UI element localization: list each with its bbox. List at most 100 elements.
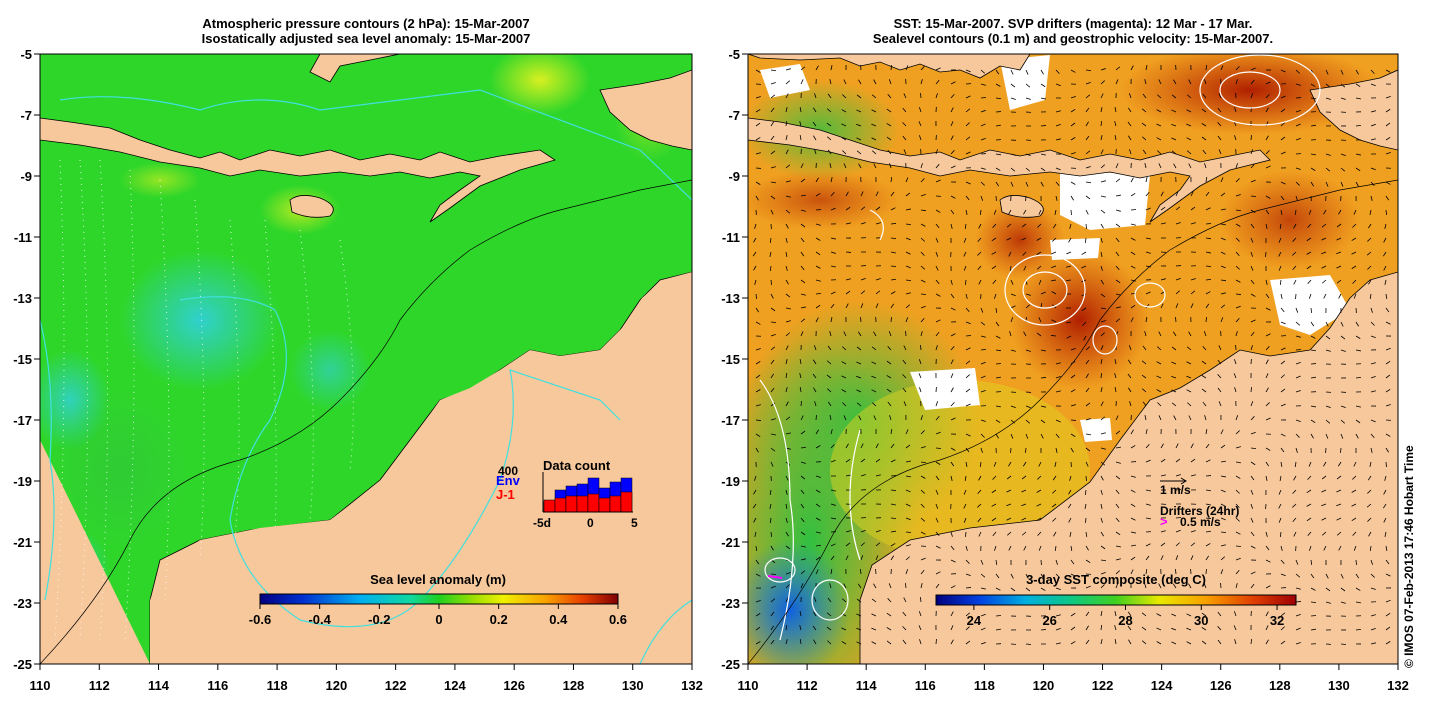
velocity-vector: [1205, 443, 1210, 449]
velocity-vector: [1250, 345, 1253, 351]
velocity-vector: [1370, 390, 1376, 393]
velocity-vector: [1205, 459, 1211, 463]
velocity-vector: [935, 251, 939, 257]
velocity-vector: [1115, 306, 1121, 309]
velocity-vector: [965, 321, 971, 325]
velocity-vector: [1293, 531, 1297, 537]
velocity-vector: [1235, 79, 1238, 85]
velocity-vector: [1173, 163, 1177, 169]
velocity-vector: [1085, 447, 1091, 452]
velocity-vector: [827, 640, 832, 645]
velocity-vector: [843, 163, 847, 169]
velocity-vector: [920, 596, 922, 603]
velocity-vector: [1205, 291, 1211, 295]
velocity-vector: [1085, 121, 1089, 127]
velocity-vector: [1100, 209, 1106, 214]
velocity-vector: [1157, 346, 1162, 351]
velocity-vector: [1307, 531, 1312, 537]
velocity-vector: [965, 151, 971, 155]
velocity-vector: [905, 569, 909, 575]
velocity-vector: [875, 222, 881, 225]
velocity-vector: [1157, 402, 1162, 407]
velocity-vector: [1055, 83, 1061, 87]
velocity-vector: [1295, 573, 1301, 578]
velocity-vector: [770, 209, 774, 215]
velocity-vector: [965, 347, 971, 351]
velocity-vector: [1055, 559, 1058, 565]
velocity-vector: [886, 627, 892, 631]
velocity-vector: [1218, 149, 1222, 155]
velocity-vector: [1355, 419, 1361, 424]
velocity-vector: [1370, 587, 1376, 590]
velocity-vector: [1307, 279, 1312, 285]
velocity-vector: [980, 642, 986, 645]
velocity-vector: [1385, 293, 1388, 300]
velocity-vector: [1310, 321, 1315, 327]
velocity-vector: [1355, 69, 1359, 75]
velocity-vector: [1352, 279, 1357, 284]
velocity-vector: [860, 443, 864, 449]
velocity-vector: [1201, 640, 1207, 645]
velocity-vector: [1250, 571, 1256, 575]
velocity-vector: [800, 446, 807, 449]
velocity-vector: [1235, 223, 1241, 227]
velocity-vector: [1325, 419, 1331, 424]
velocity-vector: [1295, 587, 1301, 590]
velocity-vector: [1202, 149, 1207, 155]
velocity-vector: [860, 542, 865, 547]
velocity-vector: [785, 251, 788, 257]
velocity-vector: [1325, 321, 1329, 327]
bathymetry-contour: [748, 179, 1398, 664]
velocity-vector: [1292, 517, 1297, 523]
velocity-vector: [1186, 94, 1192, 99]
colorbar-tick-label: 0.4: [549, 612, 568, 627]
velocity-vector: [843, 583, 847, 589]
velocity-vector: [1385, 573, 1391, 577]
velocity-vector: [1145, 251, 1151, 254]
velocity-vector: [1025, 304, 1031, 309]
velocity-vector: [1265, 333, 1271, 337]
lat-tick-label: -21: [721, 535, 740, 550]
velocity-vector: [800, 178, 806, 183]
velocity-vector: [918, 107, 922, 113]
velocity-vector: [920, 209, 927, 212]
velocity-vector: [875, 458, 881, 463]
colorbar-tick-label: -0.4: [308, 612, 331, 627]
velocity-vector: [1220, 503, 1226, 507]
velocity-vector: [1054, 461, 1057, 467]
velocity-vector: [1127, 359, 1132, 365]
velocity-vector: [1052, 223, 1057, 229]
env-legend-label: Env: [496, 473, 521, 488]
velocity-vector: [1295, 375, 1301, 379]
velocity-vector: [965, 640, 971, 645]
velocity-vector: [1114, 387, 1117, 393]
velocity-vector: [980, 375, 986, 379]
velocity-vector: [1201, 627, 1207, 631]
velocity-vector: [754, 223, 757, 229]
velocity-vector: [753, 237, 757, 243]
velocity-vector: [841, 389, 847, 393]
velocity-vector: [770, 359, 775, 365]
velocity-vector: [1370, 195, 1373, 201]
velocity-vector: [1009, 265, 1012, 272]
velocity-vector: [770, 195, 776, 200]
velocity-vector: [1250, 237, 1254, 243]
velocity-vector: [755, 613, 761, 617]
sla-low-anomaly: [120, 250, 280, 390]
colorbar-tick-label: 28: [1118, 613, 1132, 628]
velocity-vector: [1055, 138, 1061, 141]
velocity-vector: [902, 135, 907, 141]
velocity-vector: [1175, 303, 1179, 309]
velocity-vector: [1130, 475, 1136, 478]
velocity-vector: [1338, 461, 1342, 467]
velocity-vector: [770, 82, 776, 85]
velocity-vector: [1370, 375, 1376, 379]
velocity-vector: [1370, 559, 1373, 565]
velocity-vector: [1021, 503, 1027, 507]
velocity-vector: [1235, 194, 1241, 197]
velocity-vector: [977, 489, 982, 494]
left-map: [40, 54, 692, 664]
velocity-vector: [1340, 419, 1346, 424]
velocity-vector: [1115, 583, 1119, 589]
velocity-vector: [1280, 69, 1286, 73]
